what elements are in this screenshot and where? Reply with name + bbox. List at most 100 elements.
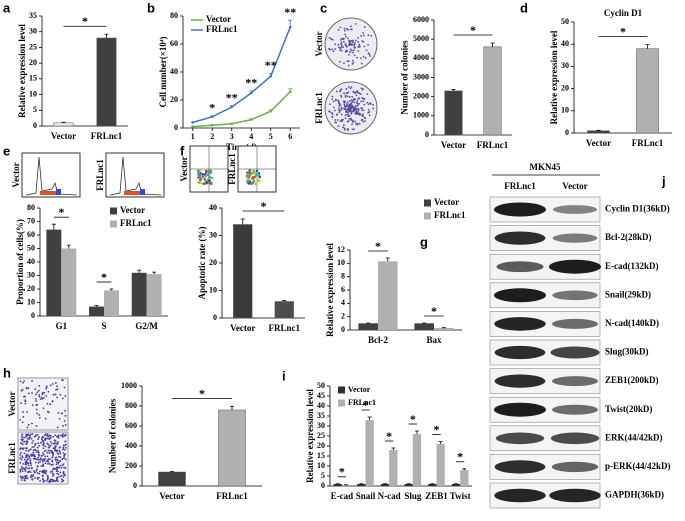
cell (48, 434, 51, 437)
colony (355, 122, 357, 125)
y-tick-label: 20 (561, 83, 569, 92)
cell (53, 442, 55, 445)
colony (349, 43, 352, 46)
cell (25, 454, 28, 456)
colony (360, 118, 363, 121)
colony (340, 113, 343, 116)
cell (55, 479, 58, 481)
colony (364, 120, 366, 122)
cell (41, 452, 44, 454)
colony (360, 35, 362, 37)
cell (35, 425, 38, 427)
colony (353, 44, 356, 47)
cell (20, 452, 22, 454)
cell (62, 425, 64, 427)
bar (46, 229, 62, 316)
blot-row-label: ZEB1(200kD) (605, 375, 659, 385)
bar (365, 420, 374, 486)
y-tick-label: 5 (321, 471, 325, 480)
colony (352, 108, 355, 111)
cell (29, 436, 32, 439)
blot-band (496, 261, 544, 273)
colony (345, 27, 348, 30)
legend-label: Vector (348, 385, 371, 394)
colony (333, 109, 336, 112)
y-tick-label: 30 (209, 230, 217, 239)
cell (40, 454, 43, 457)
cell (29, 471, 32, 474)
cell (64, 446, 67, 449)
y-tick-label: 10 (561, 106, 569, 115)
cell (42, 407, 45, 410)
cell (36, 471, 39, 474)
colony (339, 90, 342, 93)
cell (47, 477, 49, 480)
cell (28, 470, 30, 473)
y-tick-label: 50 (317, 381, 325, 390)
x-tick-label: 3 (230, 132, 234, 141)
panel-label: j (661, 173, 666, 188)
cell (33, 445, 35, 448)
bar (434, 328, 454, 330)
cell (49, 384, 52, 387)
error-bar (367, 416, 372, 420)
colony (340, 49, 343, 52)
histogram-frame (105, 152, 165, 198)
cell (39, 460, 41, 463)
cell (44, 433, 47, 436)
cell (45, 387, 48, 390)
cell (39, 398, 42, 401)
cell (59, 475, 61, 478)
cell (25, 447, 28, 450)
cell (27, 433, 30, 436)
colony (364, 117, 367, 120)
cell (43, 471, 46, 474)
colony (369, 103, 372, 105)
y-tick-label: 8 (341, 271, 345, 280)
colony (367, 108, 370, 111)
cell (35, 451, 38, 454)
cell (21, 443, 24, 446)
colony (343, 128, 346, 131)
y-axis-label: Apoptotic rate (%) (197, 227, 207, 300)
y-tick-label: 60 (170, 39, 178, 48)
colony (358, 43, 361, 46)
legend-key (424, 199, 431, 207)
colony (331, 111, 333, 114)
blot-band (550, 432, 600, 445)
cell (27, 423, 30, 426)
colony (354, 22, 357, 25)
blot-band (494, 402, 546, 417)
error-bar (288, 19, 293, 28)
cell (31, 380, 33, 382)
bar (436, 444, 445, 486)
y-tick-label: 5 (33, 105, 37, 114)
blot-row-label: Bcl-2(28kD) (605, 232, 652, 242)
colony (344, 96, 347, 98)
cell (63, 386, 66, 389)
panel-label: f (180, 143, 185, 158)
error-bar (51, 223, 56, 230)
blot-row-label: ERK(44/42kD) (605, 432, 663, 442)
cell (47, 461, 50, 463)
cell (40, 465, 43, 467)
cell (36, 446, 39, 449)
cell (39, 479, 41, 482)
colony (350, 86, 353, 89)
cell (38, 395, 41, 398)
y-tick-label: 40 (170, 67, 178, 76)
y-tick-label: 10 (337, 258, 345, 267)
significance-label: * (339, 465, 345, 479)
colony (349, 110, 351, 113)
colony (354, 107, 357, 110)
cell (23, 436, 26, 439)
error-bar (210, 115, 215, 117)
colony (347, 101, 349, 103)
y-tick-label: 6000 (413, 15, 429, 24)
y-tick-label: 600 (125, 421, 137, 430)
y-tick-label: 0 (33, 121, 37, 130)
cell (41, 458, 43, 461)
cell (51, 451, 53, 454)
cell (61, 458, 64, 461)
